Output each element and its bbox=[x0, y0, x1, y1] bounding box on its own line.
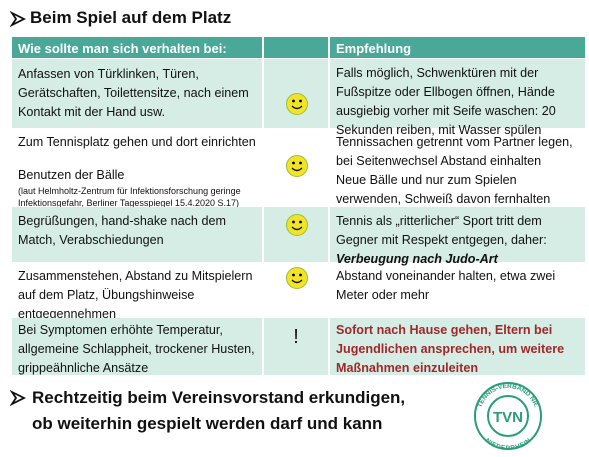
text: Sofort nach Hause gehen, Eltern bei Juge… bbox=[336, 323, 565, 375]
advice: Abstand voneinander halten, etwa zwei Me… bbox=[330, 262, 585, 318]
situation: Bei Symptomen erhöhte Temperatur, allgem… bbox=[12, 318, 262, 375]
footer: Rechtzeitig beim Vereinsvorstand erkundi… bbox=[32, 385, 405, 437]
table-row: Zusammenstehen, Abstand zu Mitspielern a… bbox=[12, 262, 585, 321]
icon-cell bbox=[262, 128, 330, 207]
text: Zum Tennisplatz gehen und dort einrichte… bbox=[18, 135, 256, 149]
footer-line: ob weiterhin gespielt werden darf und ka… bbox=[32, 414, 383, 433]
text: Falls möglich, Schwenktüren mit der Fußs… bbox=[336, 66, 556, 137]
warning-mark: ! bbox=[262, 318, 330, 375]
table-row: Anfassen von Türklinken, Türen, Gerätsch… bbox=[12, 59, 585, 137]
smiley bbox=[286, 267, 308, 289]
logo-letters: TVN bbox=[493, 409, 523, 426]
situation: Zusammenstehen, Abstand zu Mitspielern a… bbox=[12, 262, 262, 321]
situation: Begrüßungen, hand-shake nach dem Match, … bbox=[12, 207, 262, 262]
header-cell: Wie sollte man sich verhalten bei: bbox=[18, 41, 227, 56]
icon-cell bbox=[262, 207, 330, 262]
logo-ring-text: NIEDERRHEIN bbox=[484, 437, 533, 452]
footer-line: Rechtzeitig beim Vereinsvorstand erkundi… bbox=[32, 388, 406, 407]
situation: Zum Tennisplatz gehen und dort einrichte… bbox=[12, 128, 262, 208]
table-header: Wie sollte man sich verhalten bei: Empfe… bbox=[12, 37, 585, 58]
smiley bbox=[286, 155, 308, 177]
table-row: Bei Symptomen erhöhte Temperatur, allgem… bbox=[12, 318, 585, 375]
logo: TENNIS-VERBAND NR. NIEDERRHEIN TVN bbox=[474, 382, 542, 452]
icon-cell bbox=[262, 262, 330, 318]
text: Bei Symptomen erhöhte Temperatur, allgem… bbox=[18, 323, 255, 375]
text: Tennissachen getrennt vom Partner legen,… bbox=[336, 135, 573, 168]
advice: Falls möglich, Schwenktüren mit der Fußs… bbox=[330, 59, 585, 137]
situation: Anfassen von Türklinken, Türen, Gerätsch… bbox=[12, 59, 262, 128]
text: Benutzen der Bälle bbox=[18, 168, 125, 182]
source-note: (laut Helmholtz-Zentrum für Infektionsfo… bbox=[18, 186, 241, 208]
arrow-bullet bbox=[10, 390, 26, 406]
text: Zusammenstehen, Abstand zu Mitspielern a… bbox=[18, 269, 253, 321]
text: Abstand voneinander halten, etwa zwei Me… bbox=[336, 269, 556, 302]
emphasis: Verbeugung nach Judo-Art bbox=[336, 252, 498, 266]
advice: Sofort nach Hause gehen, Eltern bei Juge… bbox=[330, 318, 585, 375]
text: Neue Bälle und nur zum Spielen verwenden… bbox=[336, 173, 551, 206]
title: Beim Spiel auf dem Platz bbox=[30, 8, 232, 27]
text: Tennis als „ritterlicher“ Sport tritt de… bbox=[336, 214, 547, 247]
smiley bbox=[286, 214, 308, 236]
advice: Tennissachen getrennt vom Partner legen,… bbox=[330, 128, 585, 207]
text: Anfassen von Türklinken, Türen, Gerätsch… bbox=[18, 67, 249, 119]
header-cell bbox=[262, 37, 330, 58]
text: Begrüßungen, hand-shake nach dem Match, … bbox=[18, 214, 226, 247]
logo-ring: NIEDERRHEIN bbox=[484, 437, 533, 452]
header-cell: Empfehlung bbox=[336, 41, 412, 56]
advice: Tennis als „ritterlicher“ Sport tritt de… bbox=[330, 207, 585, 266]
table-row: Zum Tennisplatz gehen und dort einrichte… bbox=[12, 128, 585, 208]
smiley bbox=[286, 93, 308, 115]
arrow-bullet bbox=[10, 11, 26, 27]
table-row: Begrüßungen, hand-shake nach dem Match, … bbox=[12, 207, 585, 266]
icon-cell bbox=[262, 59, 330, 128]
